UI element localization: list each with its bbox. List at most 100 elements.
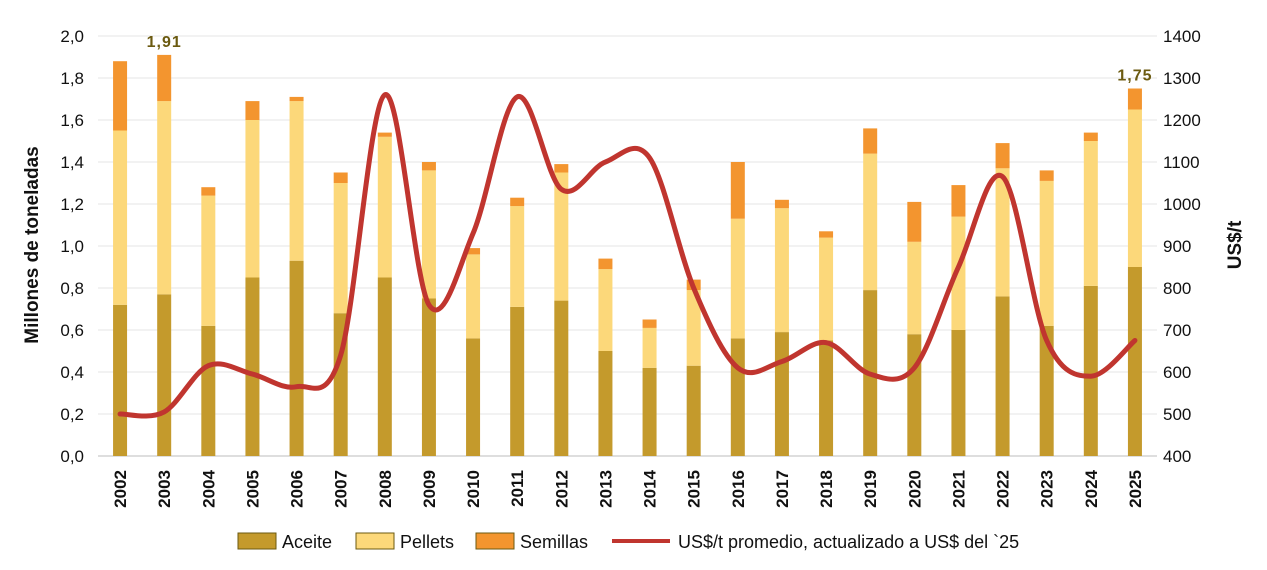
bar-aceite-2011 [510,306,525,456]
x-tick-2019: 2019 [861,470,880,508]
y-tick-right: 1300 [1163,69,1201,88]
annotations: 1,91 1,75 [147,34,1152,85]
bar-semillas-2020 [907,201,922,242]
line-us-per-ton [117,92,1138,419]
bar-aceite-2002 [113,304,128,456]
bar-semillas-2016 [730,162,745,219]
bar-pellets-2013 [598,269,613,351]
bar-pellets-2018 [819,237,834,341]
bar-pellets-2019 [863,153,878,291]
x-tick-2004: 2004 [199,469,218,507]
bar-semillas-2005 [245,101,260,120]
bar-aceite-2020 [907,334,922,456]
legend-label-aceite: Aceite [282,532,332,552]
legend-swatch-semillas [475,532,515,550]
x-tick-2007: 2007 [332,470,351,508]
bar-pellets-2004 [201,195,216,326]
y-tick-left: 2,0 [60,27,84,46]
bar-pellets-2015 [686,290,701,366]
legend-swatch-aceite [237,532,277,550]
x-tick-2013: 2013 [596,470,615,508]
y-axis-title-left: Millones de toneladas [22,146,43,343]
annotation-2003: 1,91 [147,34,182,51]
y-tick-left: 0,2 [60,405,84,424]
bar-aceite-2014 [642,367,657,456]
bar-semillas-2003 [157,54,172,102]
bar-semillas-2023 [1039,170,1054,181]
x-tick-2024: 2024 [1082,469,1101,507]
y-tick-left: 1,2 [60,195,84,214]
bar-semillas-2010 [466,248,481,255]
y-axis-right: 400 500 600 700 800 900 1000 1100 1200 1300 1400 [1163,27,1201,466]
x-tick-2020: 2020 [905,470,924,508]
bar-aceite-2004 [201,325,216,456]
y-tick-right: 500 [1163,405,1191,424]
bar-aceite-2016 [730,338,745,456]
stacked-bars [113,54,1142,456]
gridlines [98,35,1157,457]
x-tick-2018: 2018 [817,470,836,508]
legend: Aceite Pellets Semillas US$/t promedio, … [237,532,1019,552]
bar-aceite-2023 [1039,325,1054,456]
x-tick-2010: 2010 [464,470,483,508]
bar-pellets-2022 [995,168,1010,297]
bar-aceite-2017 [774,332,789,456]
y-tick-right: 800 [1163,279,1191,298]
y-axis-title-right: US$/t [1225,220,1246,269]
bar-semillas-2009 [421,162,436,171]
y-tick-right: 700 [1163,321,1191,340]
bar-pellets-2010 [466,254,481,339]
x-tick-2016: 2016 [729,470,748,508]
bar-aceite-2024 [1083,285,1098,456]
price-line [117,92,1138,419]
bar-semillas-2011 [510,197,525,207]
y-tick-left: 1,8 [60,69,84,88]
bar-semillas-2013 [598,258,613,270]
y-tick-left: 0,6 [60,321,84,340]
y-tick-right: 600 [1163,363,1191,382]
bar-semillas-2022 [995,143,1010,169]
x-tick-2009: 2009 [420,470,439,508]
x-tick-2003: 2003 [155,470,174,508]
bar-semillas-2008 [377,132,392,137]
bar-semillas-2007 [333,172,348,183]
bar-pellets-2002 [113,130,128,305]
bar-semillas-2006 [289,96,304,102]
x-tick-2002: 2002 [111,470,130,508]
y-tick-right: 1200 [1163,111,1201,130]
bar-pellets-2016 [730,218,745,339]
annotation-2025: 1,75 [1117,68,1152,85]
bar-semillas-2019 [863,128,878,154]
x-axis: 2002 2003 2004 2005 2006 2007 2008 2009 2010 2011… [111,469,1145,507]
x-tick-2014: 2014 [641,469,660,507]
x-tick-2023: 2023 [1038,470,1057,508]
bar-aceite-2013 [598,351,613,456]
bar-aceite-2012 [554,300,569,456]
bar-pellets-2021 [951,216,966,330]
bar-semillas-2025 [1127,88,1142,110]
bar-aceite-2005 [245,277,260,456]
legend-label-line: US$/t promedio, actualizado a US$ del `2… [678,532,1019,552]
bar-pellets-2003 [157,101,172,295]
y-tick-left: 1,4 [60,153,84,172]
y-tick-right: 1400 [1163,27,1201,46]
x-tick-2005: 2005 [243,470,262,508]
bar-semillas-2014 [642,319,657,328]
bar-semillas-2012 [554,164,569,173]
bar-aceite-2006 [289,260,304,456]
bar-semillas-2017 [774,199,789,209]
bar-pellets-2011 [510,206,525,307]
bar-pellets-2024 [1083,141,1098,286]
bar-pellets-2017 [774,208,789,333]
bar-aceite-2021 [951,330,966,456]
y-tick-left: 0,0 [60,447,84,466]
bar-semillas-2024 [1083,132,1098,141]
legend-swatch-pellets [355,532,395,550]
x-tick-2006: 2006 [288,470,307,508]
y-tick-right: 1000 [1163,195,1201,214]
x-tick-2012: 2012 [552,470,571,508]
bar-pellets-2020 [907,241,922,335]
bar-aceite-2015 [686,365,701,456]
y-tick-left: 1,6 [60,111,84,130]
